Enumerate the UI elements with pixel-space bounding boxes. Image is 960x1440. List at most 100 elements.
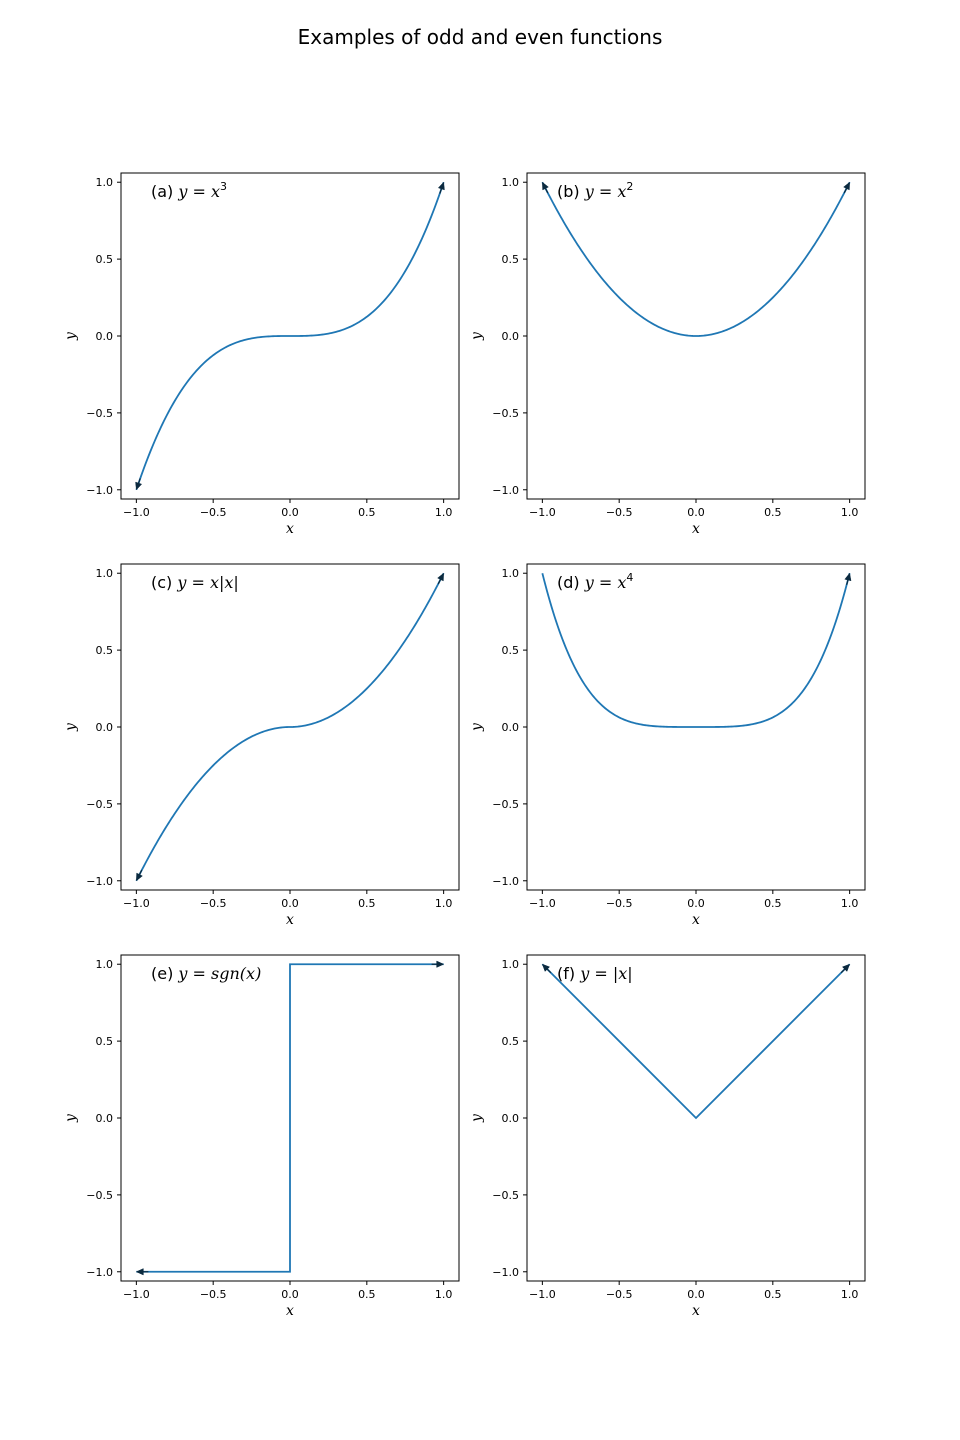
y-tick-label: 0.0: [96, 330, 114, 343]
end-arrow-shaft: [846, 579, 849, 586]
chart-panel-5: −1.0 −1.0 −0.5 −0.5 0.0 0.0 0.5 0.5 1.0 1.0 x y (f) …: [469, 954, 866, 1319]
panels-grid: −1.0 −1.0 −0.5 −0.5 0.0 0.0 0.5 0.5 1.0 1.0 x y (a) …: [63, 172, 866, 1319]
x-tick-label: 0.5: [358, 506, 376, 519]
x-tick-label: −1.0: [123, 897, 150, 910]
start-arrow-shaft: [138, 478, 141, 484]
y-tick-label: 0.5: [502, 1035, 520, 1048]
x-tick-label: 1.0: [435, 506, 453, 519]
y-tick-label: 0.5: [96, 1035, 114, 1048]
start-arrow-shaft: [544, 188, 549, 194]
y-tick-label: −1.0: [492, 875, 519, 888]
y-tick-label: −1.0: [86, 484, 113, 497]
end-arrow: [437, 181, 445, 191]
y-axis-label: y: [63, 722, 79, 732]
series-line: [541, 573, 851, 728]
x-tick-label: −1.0: [529, 1288, 556, 1301]
panel-title: (f) y = |x|: [557, 964, 633, 983]
panel-title: (a) y = x3: [151, 180, 227, 201]
y-tick-label: −1.0: [86, 1266, 113, 1279]
y-tick-label: −0.5: [86, 798, 113, 811]
y-tick-label: 0.5: [502, 253, 520, 266]
chart-panel-3: −1.0 −1.0 −0.5 −0.5 0.0 0.0 0.5 0.5 1.0 1.0 x y (d) …: [469, 563, 866, 928]
y-axis-label: y: [63, 1113, 79, 1123]
x-tick-label: 1.0: [435, 1288, 453, 1301]
chart-panel-1: −1.0 −1.0 −0.5 −0.5 0.0 0.0 0.5 0.5 1.0 1.0 x y (b) …: [469, 172, 866, 537]
x-tick-label: 1.0: [841, 506, 859, 519]
x-tick-label: 0.5: [358, 897, 376, 910]
x-tick-label: 0.5: [764, 897, 782, 910]
x-tick-label: 0.0: [281, 1288, 299, 1301]
end-arrow: [844, 572, 852, 582]
y-tick-label: −0.5: [86, 407, 113, 420]
end-arrow-shaft: [840, 968, 846, 974]
panel-title: (d) y = x4: [557, 571, 633, 592]
y-tick-label: 1.0: [502, 176, 520, 189]
x-tick-label: 0.0: [687, 897, 705, 910]
x-axis-label: x: [286, 1303, 294, 1319]
x-tick-label: −0.5: [606, 1288, 633, 1301]
x-axis-label: x: [692, 521, 700, 537]
x-tick-label: 1.0: [435, 897, 453, 910]
y-tick-label: 1.0: [96, 567, 114, 580]
y-axis-label: y: [63, 331, 79, 341]
x-tick-label: 0.0: [281, 506, 299, 519]
figure-title: Examples of odd and even functions: [298, 25, 663, 49]
y-axis-label: y: [469, 331, 485, 341]
y-tick-label: 0.0: [96, 1112, 114, 1125]
end-arrow-shaft: [439, 188, 442, 194]
y-tick-label: −0.5: [492, 798, 519, 811]
y-tick-label: −0.5: [492, 1189, 519, 1202]
x-tick-label: −1.0: [529, 897, 556, 910]
x-tick-label: 0.0: [281, 897, 299, 910]
y-tick-label: 1.0: [96, 958, 114, 971]
y-tick-label: 1.0: [96, 176, 114, 189]
x-tick-label: 0.5: [358, 1288, 376, 1301]
end-arrow-shaft: [843, 188, 848, 194]
start-arrow: [135, 481, 143, 491]
x-axis-label: x: [286, 912, 294, 928]
x-axis-label: x: [692, 912, 700, 928]
x-tick-label: −0.5: [606, 506, 633, 519]
y-tick-label: 0.0: [502, 1112, 520, 1125]
x-tick-label: −0.5: [200, 506, 227, 519]
panel-title: (c) y = x|x|: [151, 573, 239, 592]
y-tick-label: 0.5: [96, 253, 114, 266]
start-arrow: [135, 1268, 144, 1276]
x-tick-label: −0.5: [200, 1288, 227, 1301]
y-tick-label: −1.0: [86, 875, 113, 888]
x-tick-label: −0.5: [606, 897, 633, 910]
x-tick-label: −1.0: [529, 506, 556, 519]
series-line: [541, 181, 851, 337]
x-tick-label: 0.5: [764, 1288, 782, 1301]
series-line: [541, 963, 851, 1120]
y-tick-label: −0.5: [86, 1189, 113, 1202]
chart-panel-2: −1.0 −1.0 −0.5 −0.5 0.0 0.0 0.5 0.5 1.0 1.0 x y (c) …: [63, 563, 460, 928]
end-arrow-shaft: [437, 579, 442, 585]
x-tick-label: −0.5: [200, 897, 227, 910]
chart-panel-4: −1.0 −1.0 −0.5 −0.5 0.0 0.0 0.5 0.5 1.0 1.0 x y (e) …: [63, 954, 460, 1319]
chart-panel-0: −1.0 −1.0 −0.5 −0.5 0.0 0.0 0.5 0.5 1.0 1.0 x y (a) …: [63, 172, 460, 537]
x-tick-label: 1.0: [841, 1288, 859, 1301]
x-tick-label: 0.5: [764, 506, 782, 519]
start-arrow-shaft: [546, 968, 552, 974]
y-axis-label: y: [469, 722, 485, 732]
x-tick-label: −1.0: [123, 506, 150, 519]
y-tick-label: 1.0: [502, 567, 520, 580]
panel-title: (b) y = x2: [557, 180, 633, 201]
x-tick-label: 0.0: [687, 506, 705, 519]
x-tick-label: 1.0: [841, 897, 859, 910]
y-tick-label: 0.5: [96, 644, 114, 657]
panel-title: (e) y = sgn(x): [151, 964, 261, 983]
y-tick-label: −0.5: [492, 407, 519, 420]
y-tick-label: 0.0: [502, 721, 520, 734]
x-axis-label: x: [692, 1303, 700, 1319]
series-line: [135, 181, 445, 491]
y-tick-label: 0.0: [502, 330, 520, 343]
y-tick-label: 0.0: [96, 721, 114, 734]
x-tick-label: 0.0: [687, 1288, 705, 1301]
series-line: [135, 572, 445, 882]
y-tick-label: −1.0: [492, 1266, 519, 1279]
start-arrow-shaft: [138, 869, 143, 875]
y-tick-label: −1.0: [492, 484, 519, 497]
